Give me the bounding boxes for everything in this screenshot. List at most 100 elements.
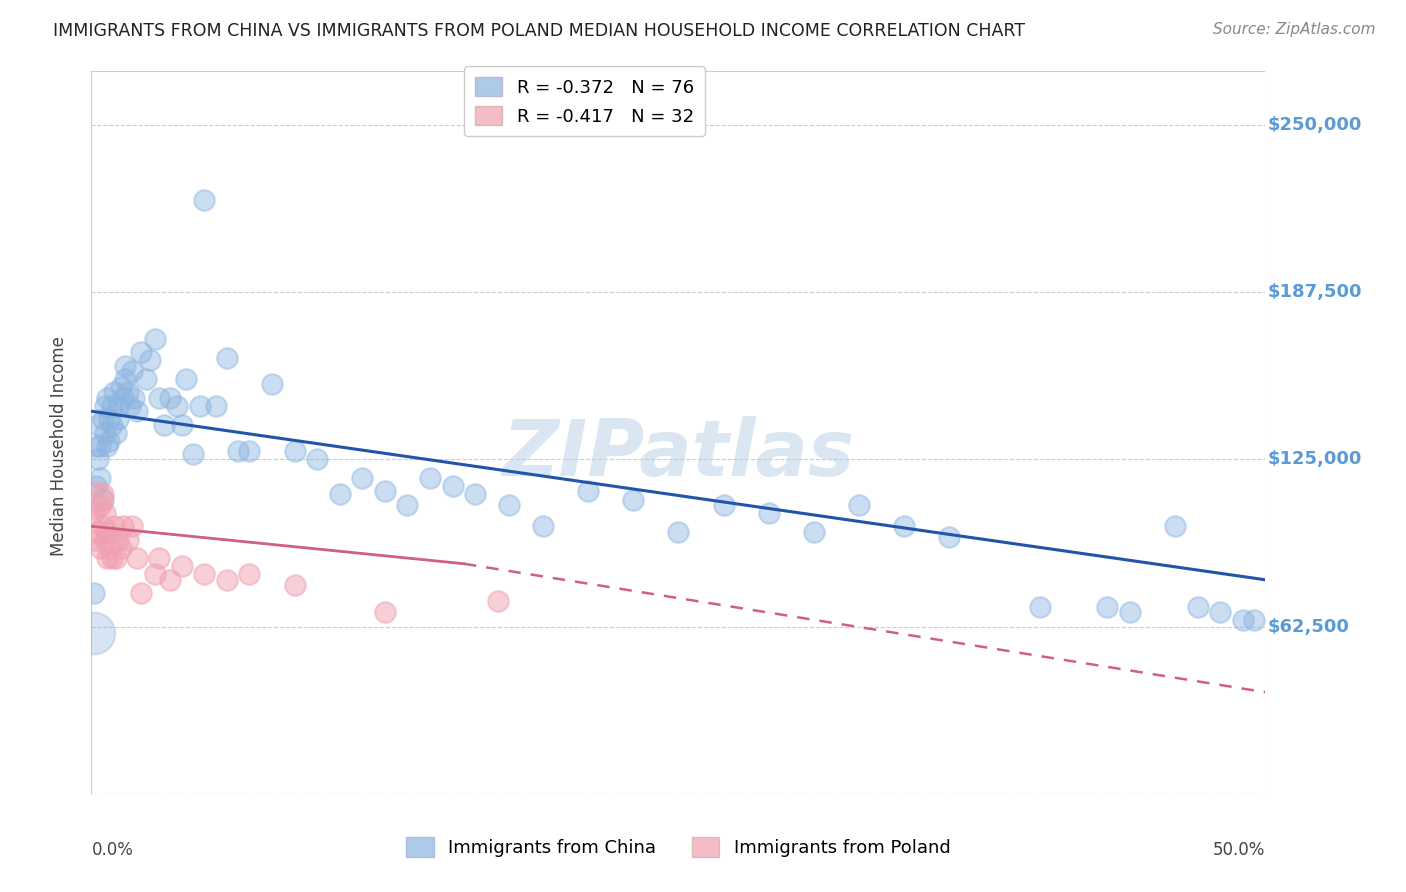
- Point: [125, 551, 148, 566]
- Legend: Immigrants from China, Immigrants from Poland: Immigrants from China, Immigrants from P…: [399, 830, 957, 864]
- Point: [91, 487, 114, 501]
- Point: [125, 404, 148, 418]
- Point: [96, 439, 118, 453]
- Point: [215, 351, 238, 365]
- Point: [893, 519, 915, 533]
- Point: [96, 551, 118, 566]
- Text: Source: ZipAtlas.com: Source: ZipAtlas.com: [1212, 22, 1375, 37]
- Point: [84, 533, 107, 547]
- Point: [848, 498, 870, 512]
- Point: [1243, 613, 1265, 627]
- Point: [238, 444, 260, 458]
- Point: [1097, 599, 1119, 614]
- Point: [1232, 613, 1254, 627]
- Point: [803, 524, 825, 539]
- Point: [193, 193, 215, 207]
- Point: [1209, 605, 1232, 619]
- Point: [143, 332, 166, 346]
- Point: [307, 452, 329, 467]
- Point: [260, 377, 283, 392]
- Point: [100, 417, 122, 432]
- Point: [129, 345, 152, 359]
- Point: [284, 578, 307, 592]
- Point: [666, 524, 689, 539]
- Point: [181, 447, 204, 461]
- Point: [152, 417, 174, 432]
- Point: [1028, 599, 1050, 614]
- Point: [118, 399, 141, 413]
- Point: [284, 444, 307, 458]
- Point: [226, 444, 249, 458]
- Point: [110, 541, 132, 555]
- Point: [374, 484, 396, 499]
- Point: [87, 524, 110, 539]
- Point: [114, 359, 136, 373]
- Point: [105, 425, 128, 440]
- Point: [621, 492, 644, 507]
- Text: IMMIGRANTS FROM CHINA VS IMMIGRANTS FROM POLAND MEDIAN HOUSEHOLD INCOME CORRELAT: IMMIGRANTS FROM CHINA VS IMMIGRANTS FROM…: [53, 22, 1025, 40]
- Point: [94, 506, 117, 520]
- Point: [166, 399, 188, 413]
- Point: [89, 439, 111, 453]
- Point: [91, 519, 114, 533]
- Point: [464, 487, 486, 501]
- Point: [329, 487, 352, 501]
- Point: [1164, 519, 1187, 533]
- Point: [135, 372, 157, 386]
- Point: [486, 594, 509, 608]
- Point: [111, 391, 134, 405]
- Text: ZIPatlas: ZIPatlas: [502, 417, 855, 492]
- Text: 50.0%: 50.0%: [1213, 841, 1265, 859]
- Point: [98, 541, 121, 555]
- Point: [103, 519, 125, 533]
- Text: $125,000: $125,000: [1268, 450, 1362, 468]
- Point: [83, 626, 105, 640]
- Point: [98, 412, 121, 426]
- Point: [159, 573, 181, 587]
- Point: [170, 559, 193, 574]
- Bar: [91, 71, 1265, 794]
- Point: [576, 484, 599, 499]
- Point: [396, 498, 419, 512]
- Point: [419, 471, 441, 485]
- Text: $250,000: $250,000: [1268, 116, 1362, 134]
- Text: $62,500: $62,500: [1268, 617, 1350, 636]
- Point: [105, 551, 128, 566]
- Point: [111, 519, 134, 533]
- Point: [938, 530, 960, 544]
- Point: [91, 412, 114, 426]
- Point: [100, 399, 122, 413]
- Point: [352, 471, 374, 485]
- Point: [129, 586, 152, 600]
- Point: [107, 399, 129, 413]
- Point: [107, 533, 129, 547]
- Point: [531, 519, 554, 533]
- Point: [374, 605, 396, 619]
- Point: [96, 524, 118, 539]
- Point: [83, 492, 105, 507]
- Point: [89, 541, 111, 555]
- Text: Median Household Income: Median Household Income: [51, 336, 67, 556]
- Point: [1187, 599, 1209, 614]
- Point: [498, 498, 520, 512]
- Point: [83, 586, 105, 600]
- Point: [89, 471, 111, 485]
- Point: [204, 399, 226, 413]
- Point: [758, 506, 780, 520]
- Point: [170, 417, 193, 432]
- Point: [713, 498, 735, 512]
- Point: [94, 399, 117, 413]
- Text: $187,500: $187,500: [1268, 283, 1362, 301]
- Point: [89, 498, 111, 512]
- Point: [121, 519, 143, 533]
- Point: [84, 439, 107, 453]
- Point: [117, 385, 139, 400]
- Point: [215, 573, 238, 587]
- Point: [96, 391, 118, 405]
- Point: [159, 391, 181, 405]
- Point: [1119, 605, 1142, 619]
- Point: [100, 551, 122, 566]
- Point: [114, 372, 136, 386]
- Point: [110, 380, 132, 394]
- Point: [87, 452, 110, 467]
